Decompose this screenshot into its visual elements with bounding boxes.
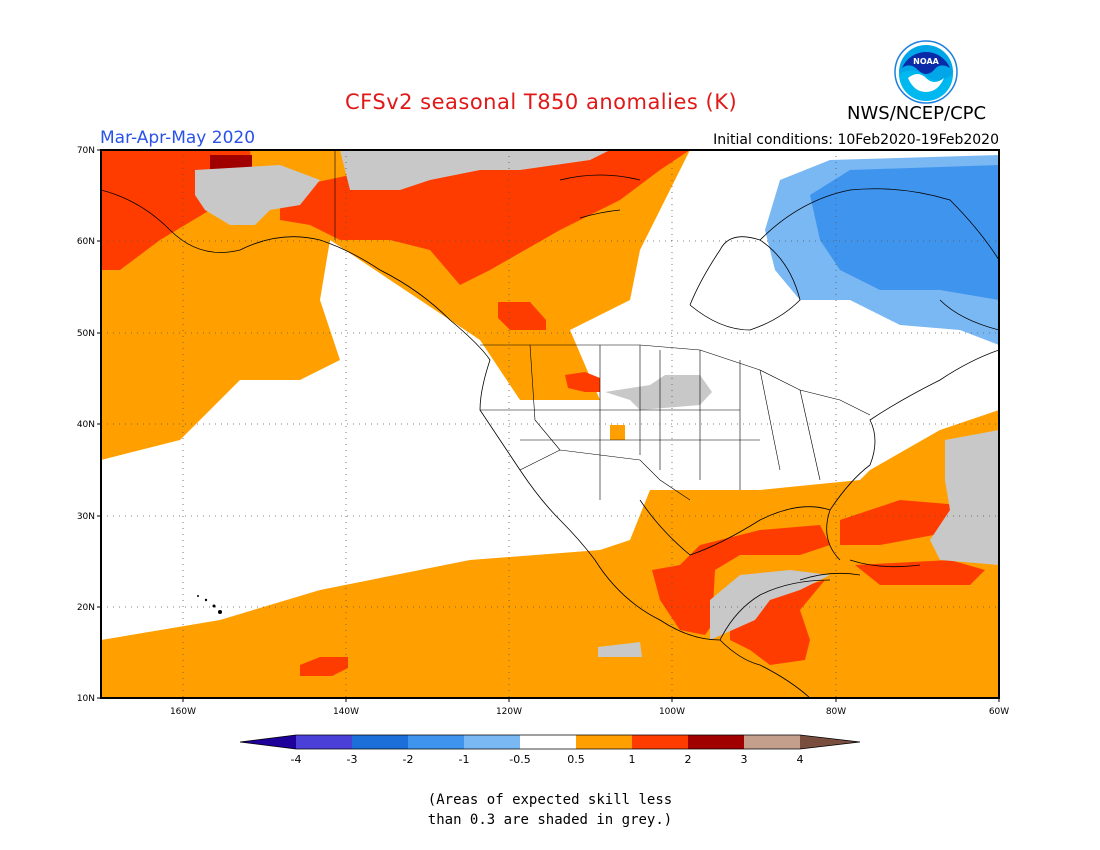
lat-label: 20N [77,603,95,613]
chart-title: CFSv2 seasonal T850 anomalies (K) [345,90,738,114]
colorbar-tick-label: 3 [741,753,748,766]
colorbar-tick-label: -0.5 [509,753,530,766]
colorbar-cell [520,735,576,749]
anomaly-neg-1-neg-2 [810,165,999,300]
colorbar-cell [352,735,408,749]
agency-label: NWS/NCEP/CPC [847,103,987,124]
colorbar-tick-label: -3 [347,753,358,766]
colorbar-cell [408,735,464,749]
colorbar-cell [632,735,688,749]
lat-label: 60N [77,237,95,247]
islands [197,595,222,614]
lon-label: 100W [659,707,685,717]
lat-label: 50N [77,329,95,339]
lat-label: 40N [77,420,95,430]
colorbar-tick-label: 2 [685,753,692,766]
noaa-logo-icon: NOAA [894,40,958,104]
lon-label: 80W [826,707,846,717]
lon-label: 60W [989,707,1009,717]
colorbar [239,734,861,750]
colorbar-cell [576,735,632,749]
initial-conditions-label: Initial conditions: 10Feb2020-19Feb2020 [713,132,999,148]
lon-label: 140W [333,707,359,717]
skill-note-line1: (Areas of expected skill less [427,792,673,808]
political-borders [334,150,871,501]
colorbar-arrow-left [240,735,296,749]
lat-label: 70N [77,146,95,156]
lat-label: 10N [77,694,95,704]
colorbar-cell [296,735,352,749]
lon-label: 160W [170,707,196,717]
colorbar-arrow-right [800,735,860,749]
colorbar-tick-label: 1 [629,753,636,766]
colorbar-tick-label: -2 [403,753,414,766]
coastlines [101,174,999,698]
lat-label: 30N [77,512,95,522]
low-skill-grey [195,150,999,657]
season-label: Mar-Apr-May 2020 [100,128,256,148]
colorbar-tick-label: -1 [459,753,470,766]
colorbar-tick-label: 0.5 [567,753,585,766]
colorbar-cell [688,735,744,749]
colorbar-tick-label: 4 [797,753,804,766]
lon-label: 120W [496,707,522,717]
colorbar-cell [464,735,520,749]
svg-text:NOAA: NOAA [913,57,939,66]
colorbar-tick-label: -4 [291,753,302,766]
skill-note-line2: than 0.3 are shaded in grey.) [427,812,673,828]
colorbar-cell [744,735,800,749]
map-grid [101,150,999,698]
